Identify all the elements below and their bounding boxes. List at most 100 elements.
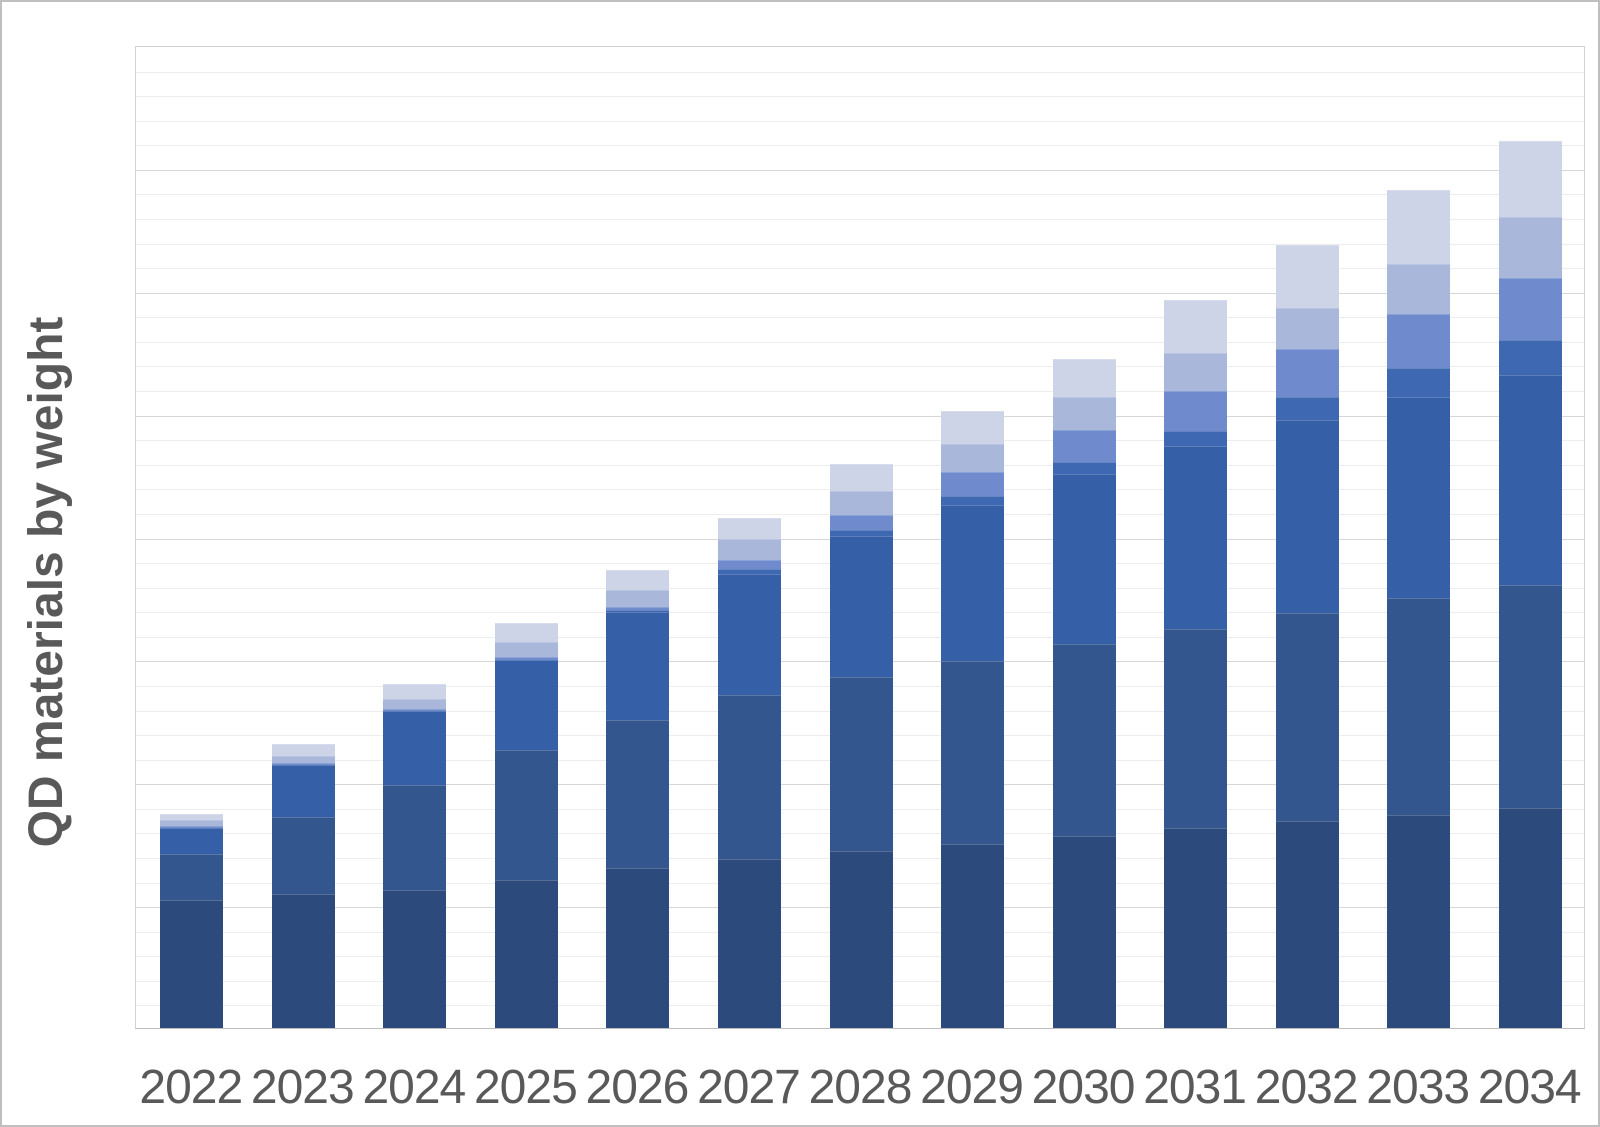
x-tick-label: 2023: [250, 1061, 355, 1114]
bar-segment-layer-2-dark-steel-blue: [1498, 585, 1562, 808]
bar-segment-layer-7-pale-blue-gray: [494, 623, 558, 642]
bar-segment-layer-4-bright-royal: [606, 610, 670, 612]
gridline-minor: [136, 120, 1584, 122]
bar-segment-layer-3-medium-royal: [606, 612, 670, 720]
bar-segment-layer-1-darkest-navy: [1164, 828, 1228, 1028]
bar-segment-layer-1-darkest-navy: [160, 900, 224, 1028]
bar-column-2031: [1164, 300, 1228, 1028]
bar-segment-layer-5-periwinkle: [1052, 430, 1116, 462]
x-tick-label: 2026: [585, 1061, 690, 1114]
bar-column-2022: [160, 814, 224, 1028]
bar-segment-layer-3-medium-royal: [160, 828, 224, 854]
bar-segment-layer-6-light-lavender: [606, 590, 670, 607]
bar-segment-layer-4-bright-royal: [829, 530, 893, 536]
bar-segment-layer-1-darkest-navy: [383, 890, 447, 1028]
gridline-minor: [136, 145, 1584, 147]
bar-segment-layer-4-bright-royal: [1052, 462, 1116, 474]
gridline-minor: [136, 366, 1584, 368]
bar-segment-layer-6-light-lavender: [494, 642, 558, 657]
y-axis-title: QD materials by weight: [20, 316, 73, 848]
x-tick-label: 2031: [1143, 1061, 1247, 1114]
gridline-minor: [136, 317, 1584, 319]
bar-segment-layer-1-darkest-navy: [829, 851, 893, 1028]
bar-segment-layer-5-periwinkle: [717, 560, 781, 569]
bar-segment-layer-3-medium-royal: [829, 536, 893, 677]
bar-segment-layer-6-light-lavender: [1164, 353, 1228, 391]
gridline-minor: [136, 341, 1584, 343]
bar-segment-layer-4-bright-royal: [1275, 397, 1339, 420]
bar-column-2028: [829, 464, 893, 1028]
bar-segment-layer-2-dark-steel-blue: [1052, 644, 1116, 836]
bar-segment-layer-2-dark-steel-blue: [606, 720, 670, 868]
bar-segment-layer-4-bright-royal: [1164, 431, 1228, 446]
plot-area: [135, 46, 1585, 1029]
bar-segment-layer-3-medium-royal: [1387, 397, 1451, 598]
bar-segment-layer-5-periwinkle: [1275, 349, 1339, 397]
bar-column-2032: [1275, 245, 1339, 1028]
bar-column-2026: [606, 570, 670, 1028]
bar-segment-layer-2-dark-steel-blue: [1387, 598, 1451, 815]
x-tick-label: 2024: [362, 1061, 466, 1114]
bar-segment-layer-5-periwinkle: [1387, 314, 1451, 368]
bar-segment-layer-2-dark-steel-blue: [941, 661, 1005, 844]
bar-segment-layer-5-periwinkle: [1498, 278, 1562, 340]
x-tick-label: 2033: [1366, 1061, 1470, 1114]
bar-segment-layer-3-medium-royal: [1275, 420, 1339, 613]
bar-segment-layer-6-light-lavender: [1387, 264, 1451, 314]
bar-segment-layer-4-bright-royal: [717, 569, 781, 574]
bar-column-2025: [494, 623, 558, 1028]
bar-segment-layer-6-light-lavender: [1052, 397, 1116, 430]
bar-segment-layer-7-pale-blue-gray: [717, 518, 781, 539]
bar-segment-layer-7-pale-blue-gray: [1164, 300, 1228, 353]
bar-segment-layer-5-periwinkle: [271, 763, 335, 765]
bar-segment-layer-1-darkest-navy: [1275, 821, 1339, 1028]
bar-column-2030: [1052, 359, 1116, 1028]
bar-segment-layer-4-bright-royal: [941, 496, 1005, 505]
bar-segment-layer-1-darkest-navy: [1387, 815, 1451, 1028]
bar-segment-layer-3-medium-royal: [494, 660, 558, 750]
bar-segment-layer-7-pale-blue-gray: [1387, 190, 1451, 264]
bar-segment-layer-6-light-lavender: [941, 444, 1005, 472]
bar-segment-layer-3-medium-royal: [1052, 474, 1116, 644]
bar-segment-layer-1-darkest-navy: [606, 868, 670, 1028]
bar-segment-layer-3-medium-royal: [383, 711, 447, 785]
gridline-minor: [136, 194, 1584, 196]
bar-segment-layer-7-pale-blue-gray: [1052, 359, 1116, 397]
x-tick-label: 2032: [1254, 1061, 1359, 1114]
bar-segment-layer-1-darkest-navy: [717, 859, 781, 1028]
bar-segment-layer-5-periwinkle: [383, 709, 447, 711]
x-tick-label: 2022: [139, 1061, 243, 1114]
bar-segment-layer-3-medium-royal: [941, 505, 1005, 661]
bar-segment-layer-7-pale-blue-gray: [1275, 245, 1339, 308]
bar-segment-layer-1-darkest-navy: [1052, 836, 1116, 1028]
gridline-minor: [136, 219, 1584, 221]
gridline-major: [136, 292, 1584, 294]
bar-segment-layer-3-medium-royal: [1498, 375, 1562, 585]
gridline-minor: [136, 391, 1584, 393]
x-tick-label: 2027: [697, 1061, 801, 1114]
bar-segment-layer-5-periwinkle: [829, 515, 893, 530]
gridline-major: [136, 415, 1584, 417]
bar-segment-layer-7-pale-blue-gray: [829, 464, 893, 491]
bar-segment-layer-2-dark-steel-blue: [383, 785, 447, 890]
bar-segment-layer-1-darkest-navy: [941, 844, 1005, 1028]
bar-segment-layer-4-bright-royal: [1498, 340, 1562, 375]
bar-column-2034: [1498, 141, 1562, 1028]
bar-segment-layer-7-pale-blue-gray: [160, 814, 224, 820]
bar-segment-layer-1-darkest-navy: [494, 880, 558, 1028]
bar-segment-layer-7-pale-blue-gray: [606, 570, 670, 590]
bar-segment-layer-6-light-lavender: [383, 699, 447, 709]
bar-segment-layer-2-dark-steel-blue: [717, 695, 781, 859]
bar-segment-layer-2-dark-steel-blue: [1164, 629, 1228, 828]
bar-segment-layer-5-periwinkle: [606, 607, 670, 610]
bar-segment-layer-6-light-lavender: [1498, 217, 1562, 278]
bar-column-2029: [941, 411, 1005, 1028]
bar-segment-layer-6-light-lavender: [160, 820, 224, 826]
bar-segment-layer-5-periwinkle: [494, 657, 558, 660]
bar-segment-layer-6-light-lavender: [271, 756, 335, 763]
bar-segment-layer-7-pale-blue-gray: [383, 684, 447, 699]
bar-column-2023: [271, 744, 335, 1028]
gridline-minor: [136, 440, 1584, 442]
x-tick-label: 2028: [808, 1061, 913, 1114]
